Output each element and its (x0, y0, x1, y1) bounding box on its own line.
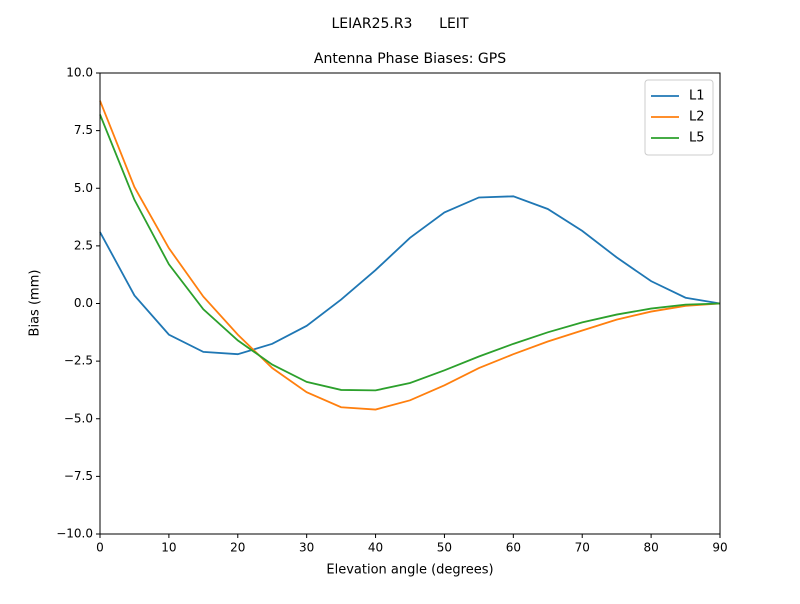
y-axis-label: Bias (mm) (28, 270, 43, 337)
x-tick-label: 60 (506, 541, 521, 555)
y-tick-label: 10.0 (66, 66, 93, 80)
y-tick-label: 5.0 (74, 181, 93, 195)
chart-title: Antenna Phase Biases: GPS (314, 51, 506, 67)
suptitle: LEIAR25.R3 LEIT (331, 16, 468, 32)
legend-label: L5 (689, 131, 705, 146)
legend-label: L2 (689, 110, 705, 125)
legend-label: L1 (689, 89, 705, 104)
y-tick-label: −5.0 (64, 411, 93, 425)
x-tick-label: 0 (96, 541, 104, 555)
series-line (99, 100, 721, 411)
series-line (99, 195, 721, 356)
x-tick-label: 70 (575, 541, 590, 555)
x-tick-label: 20 (230, 541, 245, 555)
plot-frame (99, 72, 721, 535)
x-tick-label: 40 (368, 541, 383, 555)
y-tick-label: 2.5 (74, 238, 93, 252)
x-tick-label: 80 (643, 541, 658, 555)
x-tick-label: 90 (712, 541, 727, 555)
y-tick-label: 0.0 (74, 296, 93, 310)
y-tick-label: −2.5 (64, 354, 93, 368)
series-line (99, 114, 721, 392)
x-tick-label: 10 (161, 541, 176, 555)
x-tick-label: 30 (299, 541, 314, 555)
y-tick-label: −7.5 (64, 469, 93, 483)
y-tick-label: −10.0 (56, 527, 93, 541)
x-tick-label: 50 (437, 541, 452, 555)
y-tick-label: 7.5 (74, 123, 93, 137)
x-axis-label: Elevation angle (degrees) (326, 563, 493, 578)
